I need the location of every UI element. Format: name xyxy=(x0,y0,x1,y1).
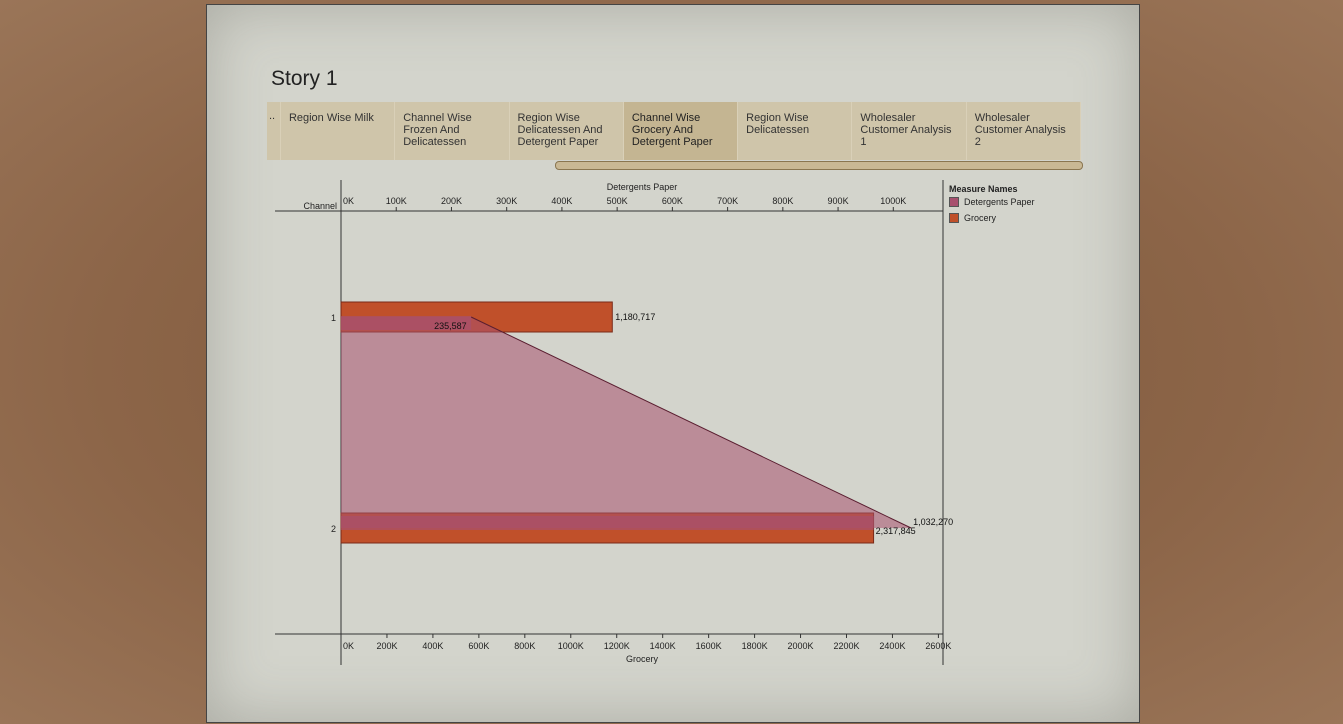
top-axis-tick-label: 100K xyxy=(386,196,407,206)
bottom-axis-title: Grocery xyxy=(626,654,659,664)
bottom-axis-tick-label: 2200K xyxy=(833,641,859,651)
bottom-axis-tick-label: 400K xyxy=(422,641,443,651)
top-axis-tick-label: 1000K xyxy=(880,196,906,206)
detergents-paper-line xyxy=(470,316,912,529)
bottom-axis-tick-label: 2000K xyxy=(788,641,814,651)
top-axis-tick-label: 500K xyxy=(607,196,628,206)
grocery-value-label: 1,180,717 xyxy=(615,312,655,322)
story-title: Story 1 xyxy=(271,67,338,90)
bottom-axis-tick-label: 1400K xyxy=(650,641,676,651)
legend-item-grocery[interactable]: Grocery xyxy=(949,213,996,223)
legend-swatch-grocery xyxy=(949,213,959,223)
tab-wholesaler-customer-analysis-1[interactable]: Wholesaler Customer Analysis 1 xyxy=(852,102,967,160)
top-axis-tick-label: 400K xyxy=(551,196,572,206)
top-axis-tick-label: 200K xyxy=(441,196,462,206)
bottom-axis-tick-label: 600K xyxy=(468,641,489,651)
legend-label: Detergents Paper xyxy=(964,197,1035,207)
bottom-axis-tick-label: 1800K xyxy=(742,641,768,651)
top-axis-tick-label: 800K xyxy=(772,196,793,206)
bottom-axis-tick-label: 2600K xyxy=(925,641,951,651)
tab-channel-wise-grocery-detergent[interactable]: Channel Wise Grocery And Detergent Paper xyxy=(623,102,739,160)
detergents-paper-band xyxy=(341,516,874,530)
bottom-axis-tick-label: 1200K xyxy=(604,641,630,651)
bottom-axis-tick-label: 800K xyxy=(514,641,535,651)
legend-item-detergents-paper[interactable]: Detergents Paper xyxy=(949,197,1035,207)
category-label: 1 xyxy=(331,313,336,323)
legend-label: Grocery xyxy=(964,213,997,223)
top-axis-tick-label: 900K xyxy=(828,196,849,206)
top-axis-tick-label: 700K xyxy=(717,196,738,206)
top-axis-tick-label: 0K xyxy=(343,196,354,206)
tab-overflow-indicator[interactable]: .. xyxy=(267,102,281,160)
bottom-axis-tick-label: 1000K xyxy=(558,641,584,651)
chart: Channel Detergents Paper 0K 100K 200K 300K 400… xyxy=(275,180,953,665)
tab-wholesaler-customer-analysis-2[interactable]: Wholesaler Customer Analysis 2 xyxy=(967,102,1081,160)
tab-region-wise-delicatessen[interactable]: Region Wise Delicatessen xyxy=(738,102,853,160)
bottom-axis-tick-label: 1600K xyxy=(696,641,722,651)
story-page: Story 1 .. Region Wise Milk Channel Wise… xyxy=(206,4,1140,723)
row-header-label: Channel xyxy=(303,201,337,211)
detergents-paper-value-label: 235,587 xyxy=(434,321,467,331)
legend-swatch-detergents-paper xyxy=(949,197,959,207)
detergents-paper-value-label: 1,032,270 xyxy=(913,517,953,527)
top-axis-tick-label: 300K xyxy=(496,196,517,206)
tab-region-wise-milk[interactable]: Region Wise Milk xyxy=(281,102,396,160)
tab-channel-wise-frozen-delicatessen[interactable]: Channel Wise Frozen And Delicatessen xyxy=(395,102,510,160)
category-label: 2 xyxy=(331,524,336,534)
tab-scrollbar[interactable] xyxy=(555,161,1083,170)
top-axis-tick-label: 600K xyxy=(662,196,683,206)
story-tabs: .. Region Wise Milk Channel Wise Frozen … xyxy=(267,102,1081,160)
tab-region-wise-delicatessen-detergent[interactable]: Region Wise Delicatessen And Detergent P… xyxy=(510,102,624,160)
bottom-axis-tick-label: 200K xyxy=(376,641,397,651)
top-axis-title: Detergents Paper xyxy=(607,182,678,192)
detergents-paper-band xyxy=(341,316,472,330)
bottom-axis-tick-label: 2400K xyxy=(879,641,905,651)
grocery-value-label: 2,317,845 xyxy=(876,526,916,536)
bottom-axis-tick-label: 0K xyxy=(343,641,354,651)
legend-title: Measure Names xyxy=(949,184,1018,194)
detergents-paper-area xyxy=(341,317,912,528)
